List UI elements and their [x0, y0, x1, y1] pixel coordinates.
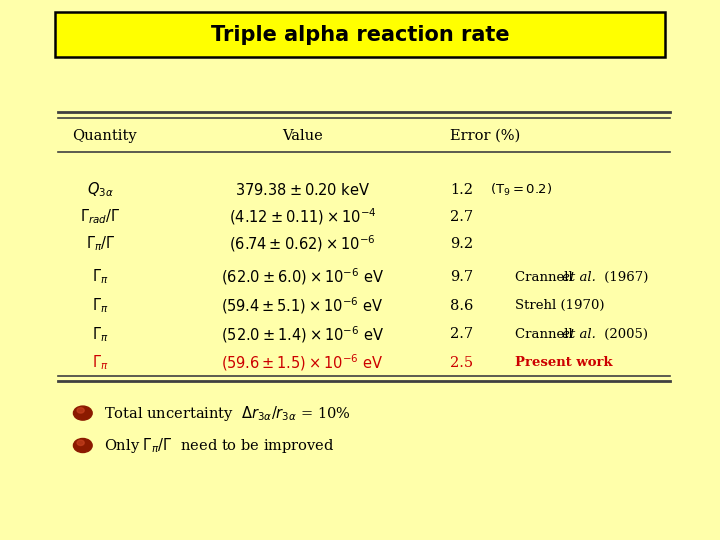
Circle shape [73, 438, 92, 453]
Text: $(59.6 \pm 1.5)\times 10^{-6}\ \mathrm{eV}$: $(59.6 \pm 1.5)\times 10^{-6}\ \mathrm{e… [221, 353, 384, 373]
Text: $\Gamma_{\pi}$: $\Gamma_{\pi}$ [92, 268, 109, 286]
Text: $\Gamma_{\pi}/\Gamma$: $\Gamma_{\pi}/\Gamma$ [86, 235, 116, 253]
Text: 9.2: 9.2 [450, 237, 473, 251]
Text: Strehl (1970): Strehl (1970) [515, 299, 604, 312]
Text: 8.6: 8.6 [450, 299, 473, 313]
Text: $\Gamma_{\pi}$: $\Gamma_{\pi}$ [92, 325, 109, 343]
Text: $Q_{3\alpha}$: $Q_{3\alpha}$ [88, 181, 114, 199]
Text: $\Gamma_{\pi}$: $\Gamma_{\pi}$ [92, 354, 109, 372]
Text: Only $\Gamma_{\pi}/\Gamma$  need to be improved: Only $\Gamma_{\pi}/\Gamma$ need to be im… [104, 436, 335, 455]
Text: $379.38 \pm 0.20\ \mathrm{keV}$: $379.38 \pm 0.20\ \mathrm{keV}$ [235, 182, 370, 198]
Text: 2.7: 2.7 [450, 210, 473, 224]
FancyBboxPatch shape [55, 12, 665, 57]
Text: Triple alpha reaction rate: Triple alpha reaction rate [211, 24, 509, 45]
Text: $(6.74 \pm 0.62)\times 10^{-6}$: $(6.74 \pm 0.62)\times 10^{-6}$ [229, 234, 376, 254]
Text: Value: Value [282, 129, 323, 143]
Text: (2005): (2005) [600, 328, 648, 341]
Text: (1967): (1967) [600, 271, 648, 284]
Text: Crannell: Crannell [515, 328, 577, 341]
Text: 9.7: 9.7 [450, 270, 473, 284]
Text: Error (%): Error (%) [450, 129, 521, 143]
Text: Total uncertainty  $\Delta r_{3\alpha}/r_{3\alpha}$ = 10%: Total uncertainty $\Delta r_{3\alpha}/r_… [104, 403, 351, 423]
Text: Quantity: Quantity [72, 129, 137, 143]
Text: et al.: et al. [562, 271, 595, 284]
Text: et al.: et al. [562, 328, 595, 341]
Text: $(4.12 \pm 0.11)\times 10^{-4}$: $(4.12 \pm 0.11)\times 10^{-4}$ [228, 207, 377, 227]
Circle shape [73, 406, 92, 420]
Text: $\Gamma_{rad}/\Gamma$: $\Gamma_{rad}/\Gamma$ [81, 208, 121, 226]
Text: Crannell: Crannell [515, 271, 577, 284]
Circle shape [77, 440, 84, 445]
Text: $(52.0 \pm 1.4)\times 10^{-6}\ \mathrm{eV}$: $(52.0 \pm 1.4)\times 10^{-6}\ \mathrm{e… [221, 324, 384, 345]
Text: $(\mathrm{T_9=0.2})$: $(\mathrm{T_9=0.2})$ [490, 182, 552, 198]
Text: $(59.4 \pm 5.1)\times 10^{-6}\ \mathrm{eV}$: $(59.4 \pm 5.1)\times 10^{-6}\ \mathrm{e… [221, 295, 384, 316]
Text: 2.7: 2.7 [450, 327, 473, 341]
Text: 2.5: 2.5 [450, 356, 473, 370]
Text: 1.2: 1.2 [450, 183, 473, 197]
Text: Present work: Present work [515, 356, 613, 369]
Text: $(62.0 \pm 6.0)\times 10^{-6}\ \mathrm{eV}$: $(62.0 \pm 6.0)\times 10^{-6}\ \mathrm{e… [221, 267, 384, 287]
Circle shape [77, 408, 84, 413]
Text: $\Gamma_{\pi}$: $\Gamma_{\pi}$ [92, 296, 109, 315]
